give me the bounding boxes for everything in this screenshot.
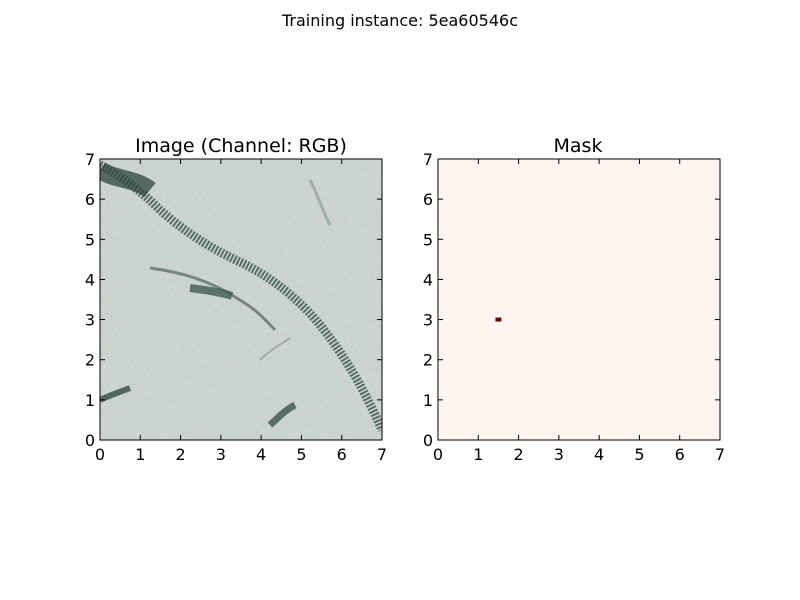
mask-xtick-label: 5 — [634, 445, 644, 464]
mask-xtick-label: 1 — [473, 445, 483, 464]
mask-ytick-label: 2 — [423, 351, 433, 370]
image-xtick-label: 1 — [135, 445, 145, 464]
mask-panel: Mask 0 1 2 3 4 5 6 7 0 1 2 3 4 5 6 7 — [423, 135, 725, 464]
mask-axes-ticks: 0 1 2 3 4 5 6 7 0 1 2 3 4 5 6 7 — [423, 150, 725, 464]
image-ytick-label: 4 — [85, 270, 95, 289]
mask-xtick-label: 3 — [554, 445, 564, 464]
image-xtick-label: 2 — [175, 445, 185, 464]
image-panel-title: Image (Channel: RGB) — [135, 135, 347, 157]
image-ytick-label: 3 — [85, 311, 95, 330]
mask-ytick-label: 4 — [423, 270, 433, 289]
mask-background — [438, 159, 720, 440]
mask-xtick-label: 0 — [433, 445, 443, 464]
image-panel: Image (Channel: RGB) 0 1 2 — [85, 135, 387, 464]
mask-xtick-label: 6 — [675, 445, 685, 464]
image-xtick-label: 3 — [216, 445, 226, 464]
mask-xtick-label: 7 — [715, 445, 725, 464]
mask-xtick-label: 2 — [513, 445, 523, 464]
mask-ytick-label: 1 — [423, 391, 433, 410]
image-ytick-label: 1 — [85, 391, 95, 410]
image-ytick-label: 5 — [85, 230, 95, 249]
mask-ytick-label: 6 — [423, 190, 433, 209]
image-ytick-label: 0 — [85, 431, 95, 450]
image-xtick-label: 7 — [377, 445, 387, 464]
image-ytick-label: 2 — [85, 351, 95, 370]
mask-ytick-label: 3 — [423, 311, 433, 330]
image-axes-ticks: 0 1 2 3 4 5 6 7 0 1 2 3 4 5 6 7 — [85, 150, 387, 464]
image-xtick-label: 5 — [296, 445, 306, 464]
mask-panel-title: Mask — [554, 135, 603, 157]
image-xtick-label: 0 — [95, 445, 105, 464]
mask-pixels — [495, 317, 502, 322]
mask-pixel — [495, 317, 502, 322]
image-ytick-label: 7 — [85, 150, 95, 169]
image-raster — [100, 159, 382, 440]
image-xtick-label: 4 — [256, 445, 266, 464]
mask-ytick-label: 7 — [423, 150, 433, 169]
mask-ytick-label: 0 — [423, 431, 433, 450]
image-axes-frame — [99, 158, 383, 441]
image-ytick-label: 6 — [85, 190, 95, 209]
image-xtick-label: 6 — [337, 445, 347, 464]
figure-suptitle: Training instance: 5ea60546c — [281, 11, 518, 30]
mask-axes-frame — [437, 158, 721, 441]
mask-ytick-label: 5 — [423, 230, 433, 249]
mask-xtick-label: 4 — [594, 445, 604, 464]
